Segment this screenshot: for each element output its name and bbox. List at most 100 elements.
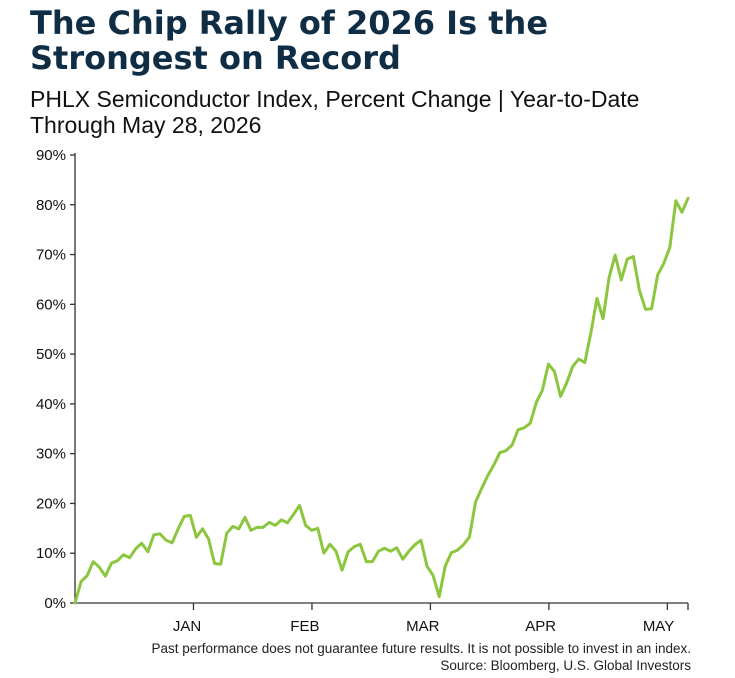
data-point	[425, 564, 429, 568]
data-point	[219, 562, 222, 566]
data-point	[407, 550, 411, 553]
data-point	[352, 545, 356, 548]
series-group	[73, 196, 690, 605]
data-point	[183, 515, 186, 518]
data-point	[128, 556, 131, 559]
data-point	[328, 543, 332, 546]
data-point	[207, 537, 210, 540]
data-point	[122, 553, 125, 556]
series-points	[73, 197, 690, 605]
data-point	[98, 565, 101, 569]
data-point	[243, 516, 247, 519]
data-point	[510, 444, 514, 447]
data-point	[110, 561, 113, 565]
data-point	[116, 559, 119, 562]
data-point	[201, 527, 204, 531]
data-point	[195, 536, 198, 539]
data-point	[85, 574, 89, 577]
data-point	[607, 276, 611, 279]
data-point	[261, 526, 265, 529]
series-line	[73, 196, 690, 605]
data-point	[401, 558, 404, 561]
data-point	[79, 580, 83, 583]
data-point	[632, 255, 635, 258]
data-point	[644, 308, 647, 311]
data-point	[474, 500, 477, 504]
data-point	[255, 526, 259, 529]
data-point	[589, 331, 593, 334]
data-point	[547, 362, 550, 366]
data-point	[340, 568, 344, 572]
data-point	[662, 262, 665, 265]
data-point	[431, 574, 435, 577]
data-point	[176, 527, 180, 531]
data-point	[104, 574, 107, 578]
data-point	[92, 560, 95, 563]
data-point	[146, 550, 150, 553]
y-tick-label: 60%	[36, 296, 66, 313]
x-axis: JAN FEB MAR APR MAY	[75, 602, 689, 635]
y-tick-label: 70%	[36, 247, 66, 264]
data-point	[535, 401, 538, 404]
data-point	[134, 547, 137, 550]
data-point	[680, 211, 684, 214]
data-point	[620, 278, 623, 282]
data-point	[365, 560, 368, 563]
data-point	[480, 487, 483, 490]
data-point	[359, 543, 362, 546]
data-point	[164, 539, 168, 542]
data-point	[304, 524, 307, 527]
data-point	[529, 422, 532, 425]
data-point	[504, 449, 508, 452]
data-point	[249, 529, 253, 532]
data-point	[437, 595, 441, 598]
data-point	[231, 525, 234, 528]
data-point	[346, 550, 350, 553]
data-point	[292, 513, 295, 516]
data-point	[316, 527, 319, 530]
data-point	[486, 474, 489, 477]
data-point	[419, 539, 423, 542]
data-point	[310, 529, 313, 532]
data-point	[286, 521, 289, 525]
data-point	[189, 514, 192, 517]
data-point	[522, 426, 526, 429]
y-tick-label: 80%	[36, 197, 66, 214]
data-point	[237, 527, 241, 531]
data-point	[395, 546, 398, 549]
data-point	[577, 357, 580, 361]
x-tick-label: MAR	[406, 618, 440, 635]
data-point	[334, 550, 338, 553]
data-point	[462, 543, 465, 546]
data-point	[140, 542, 143, 545]
data-point	[595, 297, 599, 300]
data-point	[225, 532, 228, 535]
data-point	[450, 551, 453, 554]
chart-title: The Chip Rally of 2026 Is the Strongest …	[30, 4, 549, 77]
data-point	[553, 370, 556, 373]
data-point	[650, 307, 653, 311]
data-point	[565, 381, 568, 385]
data-point	[298, 504, 301, 507]
data-point	[413, 543, 417, 546]
chart-subtitle: PHLX Semiconductor Index, Percent Change…	[30, 86, 720, 138]
data-point	[516, 428, 520, 431]
data-point	[73, 601, 77, 605]
y-tick-label: 10%	[36, 545, 66, 562]
data-point	[322, 552, 326, 555]
x-tick-label: FEB	[290, 618, 319, 635]
data-point	[213, 562, 216, 565]
data-point	[656, 273, 659, 277]
data-point	[456, 549, 459, 552]
data-point	[377, 550, 380, 553]
data-point	[668, 246, 671, 249]
subtitle-line-1: PHLX Semiconductor Index, Percent Change…	[30, 86, 640, 112]
data-point	[601, 317, 605, 320]
data-point	[468, 535, 471, 538]
data-point	[389, 550, 392, 553]
data-point	[613, 253, 617, 257]
data-point	[541, 389, 544, 392]
data-point	[492, 463, 495, 467]
disclaimer-note: Past performance does not guarantee futu…	[151, 641, 691, 656]
data-point	[559, 395, 562, 398]
